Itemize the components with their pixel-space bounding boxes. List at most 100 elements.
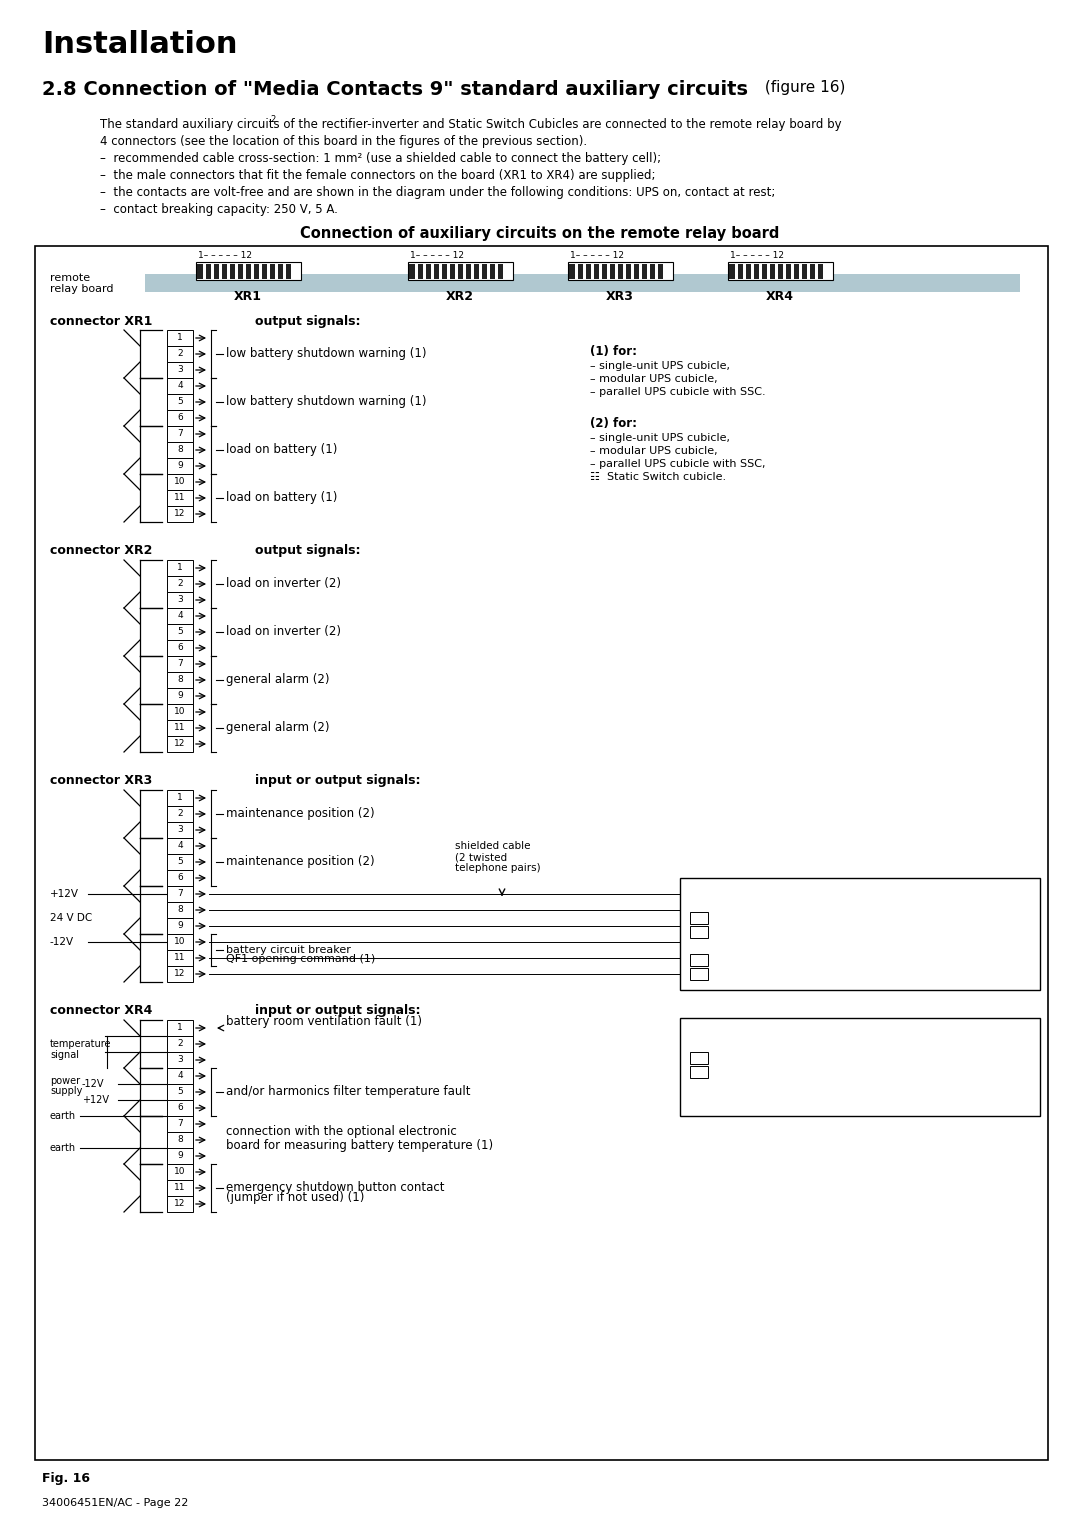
Text: connector XR4: connector XR4 bbox=[50, 1004, 152, 1018]
Text: and/or harmonics filter temperature fault: and/or harmonics filter temperature faul… bbox=[226, 1085, 471, 1099]
Bar bbox=[167, 1164, 193, 1180]
Text: 3: 3 bbox=[697, 914, 702, 923]
Text: 5: 5 bbox=[177, 857, 183, 866]
Bar bbox=[286, 263, 292, 278]
Bar bbox=[167, 576, 193, 591]
Text: battery circuit: battery circuit bbox=[723, 952, 792, 963]
Text: 12: 12 bbox=[174, 740, 186, 749]
Text: 12: 12 bbox=[174, 969, 186, 978]
Text: 12: 12 bbox=[174, 1199, 186, 1209]
Bar bbox=[690, 926, 708, 938]
Text: 2: 2 bbox=[177, 810, 183, 819]
Text: closing command: closing command bbox=[723, 976, 809, 986]
Bar bbox=[167, 934, 193, 950]
Bar bbox=[729, 263, 734, 278]
Bar bbox=[408, 261, 513, 280]
Text: input or output signals:: input or output signals: bbox=[255, 1004, 420, 1018]
Text: 8: 8 bbox=[177, 675, 183, 685]
Text: output signals:: output signals: bbox=[255, 544, 361, 558]
Bar bbox=[754, 263, 759, 278]
Bar bbox=[167, 1100, 193, 1115]
Text: 2: 2 bbox=[697, 1068, 702, 1077]
Bar bbox=[167, 506, 193, 523]
Bar bbox=[246, 263, 251, 278]
Bar bbox=[167, 394, 193, 410]
Text: 9: 9 bbox=[177, 921, 183, 931]
Bar bbox=[35, 246, 1048, 1459]
Bar bbox=[594, 263, 598, 278]
Bar bbox=[167, 918, 193, 934]
Bar bbox=[690, 969, 708, 979]
Bar bbox=[167, 345, 193, 362]
Bar bbox=[167, 720, 193, 736]
Text: Installation: Installation bbox=[42, 31, 238, 60]
Text: general alarm (2): general alarm (2) bbox=[226, 721, 329, 735]
Bar bbox=[279, 263, 283, 278]
Text: harmonics filter cubicle: harmonics filter cubicle bbox=[685, 1021, 841, 1034]
Text: (1) for:: (1) for: bbox=[590, 345, 637, 359]
Text: power: power bbox=[50, 1076, 80, 1086]
Bar bbox=[238, 263, 243, 278]
Text: the harmonics: the harmonics bbox=[723, 1074, 793, 1083]
Text: 11: 11 bbox=[174, 723, 186, 732]
Bar bbox=[167, 869, 193, 886]
Bar bbox=[680, 879, 1040, 990]
Bar bbox=[167, 1083, 193, 1100]
Text: 8: 8 bbox=[177, 446, 183, 454]
Bar bbox=[690, 912, 708, 924]
Bar bbox=[738, 263, 743, 278]
Text: 7: 7 bbox=[177, 889, 183, 898]
Text: input or output signals:: input or output signals: bbox=[255, 775, 420, 787]
Bar bbox=[167, 688, 193, 704]
Text: 2: 2 bbox=[177, 1039, 183, 1048]
Text: – parallel UPS cubicle with SSC.: – parallel UPS cubicle with SSC. bbox=[590, 387, 766, 397]
Text: 10: 10 bbox=[174, 938, 186, 946]
Text: 1: 1 bbox=[697, 1053, 702, 1062]
Text: (2) for:: (2) for: bbox=[590, 417, 637, 431]
Text: 3: 3 bbox=[177, 825, 183, 834]
Text: 6: 6 bbox=[177, 414, 183, 423]
Text: 4: 4 bbox=[697, 927, 702, 937]
Bar bbox=[167, 656, 193, 672]
Text: 12: 12 bbox=[174, 509, 186, 518]
Bar bbox=[690, 1051, 708, 1063]
Text: 2.8 Connection of "Media Contacts 9" standard auxiliary circuits: 2.8 Connection of "Media Contacts 9" sta… bbox=[42, 79, 748, 99]
Bar bbox=[167, 805, 193, 822]
Text: XR1 terminal block: XR1 terminal block bbox=[688, 895, 807, 906]
Text: 5: 5 bbox=[177, 397, 183, 406]
Bar bbox=[167, 426, 193, 442]
Bar bbox=[434, 263, 438, 278]
Text: 11: 11 bbox=[174, 953, 186, 963]
Bar bbox=[167, 1051, 193, 1068]
Text: 7: 7 bbox=[177, 429, 183, 439]
Bar bbox=[167, 591, 193, 608]
Text: 8: 8 bbox=[177, 906, 183, 914]
Bar bbox=[167, 886, 193, 902]
Bar bbox=[659, 263, 663, 278]
Bar bbox=[167, 736, 193, 752]
Text: relay board: relay board bbox=[50, 284, 113, 293]
Bar bbox=[167, 1021, 193, 1036]
Bar bbox=[214, 263, 219, 278]
Bar bbox=[167, 854, 193, 869]
Bar bbox=[167, 822, 193, 837]
Bar bbox=[618, 263, 623, 278]
Text: –  the male connectors that fit the female connectors on the board (XR1 to XR4) : – the male connectors that fit the femal… bbox=[100, 170, 656, 182]
Text: filter inductor: filter inductor bbox=[723, 1086, 789, 1096]
Text: XR1: XR1 bbox=[234, 290, 262, 303]
Text: 10: 10 bbox=[174, 1167, 186, 1177]
Text: 8: 8 bbox=[177, 1135, 183, 1144]
Bar bbox=[450, 263, 455, 278]
Bar bbox=[167, 608, 193, 623]
Text: 6: 6 bbox=[177, 874, 183, 883]
Text: Connection of auxiliary circuits on the remote relay board: Connection of auxiliary circuits on the … bbox=[300, 226, 780, 241]
Bar bbox=[810, 263, 815, 278]
Bar bbox=[262, 263, 267, 278]
Text: -12V: -12V bbox=[50, 937, 75, 947]
Text: – single-unit UPS cubicle,: – single-unit UPS cubicle, bbox=[590, 361, 730, 371]
Text: 3: 3 bbox=[177, 596, 183, 605]
Text: telephone pairs): telephone pairs) bbox=[455, 863, 541, 872]
Bar bbox=[167, 442, 193, 458]
Text: 1– – – – – 12: 1– – – – – 12 bbox=[198, 251, 252, 260]
Bar bbox=[167, 837, 193, 854]
